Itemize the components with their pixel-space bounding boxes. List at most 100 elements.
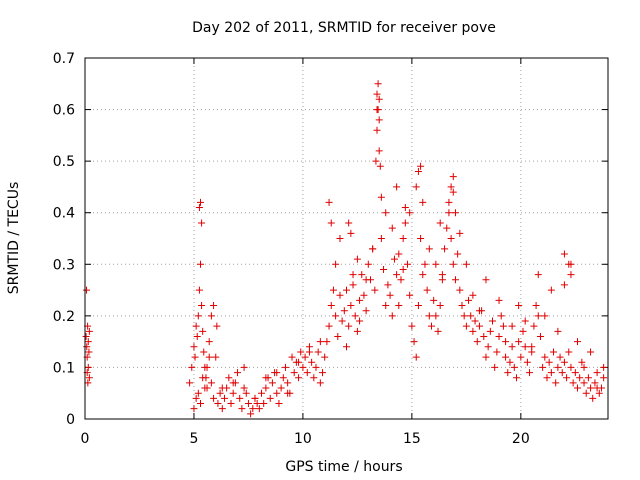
data-point	[201, 384, 209, 392]
data-point	[558, 369, 566, 377]
data-point	[205, 338, 213, 346]
data-point	[547, 369, 555, 377]
data-point	[573, 338, 581, 346]
data-point	[260, 400, 268, 408]
data-point	[82, 332, 90, 340]
data-point	[284, 379, 292, 387]
data-point	[565, 260, 573, 268]
data-point	[462, 322, 470, 330]
y-tick-label: 0.4	[53, 206, 75, 222]
data-point	[242, 389, 250, 397]
data-point	[521, 317, 529, 325]
data-point	[554, 363, 562, 371]
data-point	[475, 307, 483, 315]
data-point	[584, 374, 592, 382]
data-point	[186, 379, 194, 387]
data-point	[465, 296, 473, 304]
data-point	[258, 389, 266, 397]
data-point	[417, 162, 425, 170]
data-point	[196, 260, 204, 268]
data-point	[539, 363, 547, 371]
data-point	[427, 322, 435, 330]
data-point	[552, 379, 560, 387]
data-point	[593, 369, 601, 377]
data-point	[441, 245, 449, 253]
data-point	[408, 322, 416, 330]
data-point	[432, 312, 440, 320]
y-axis-label: SRMTID / TECUs	[6, 182, 22, 295]
data-point	[595, 389, 603, 397]
data-point	[425, 245, 433, 253]
data-point	[497, 312, 505, 320]
data-point	[325, 198, 333, 206]
data-point	[589, 394, 597, 402]
data-point	[210, 302, 218, 310]
data-point	[486, 327, 494, 335]
data-point	[84, 363, 92, 371]
data-point	[374, 106, 382, 114]
data-point	[410, 338, 418, 346]
data-point	[190, 343, 198, 351]
data-point	[401, 204, 409, 212]
data-point	[193, 332, 201, 340]
data-point	[345, 219, 353, 227]
data-point	[332, 312, 340, 320]
data-point	[85, 374, 93, 382]
y-tick-label: 0.5	[53, 154, 75, 170]
data-point	[371, 286, 379, 294]
data-point	[319, 369, 327, 377]
plot-frame	[84, 57, 609, 420]
data-point	[419, 271, 427, 279]
data-point	[338, 317, 346, 325]
y-tick-label: 0.2	[53, 309, 75, 325]
data-point	[213, 322, 221, 330]
data-point	[349, 271, 357, 279]
data-point	[192, 322, 200, 330]
data-point	[460, 312, 468, 320]
data-point	[587, 348, 595, 356]
data-point	[214, 400, 222, 408]
data-point	[489, 317, 497, 325]
data-point	[502, 353, 510, 361]
data-point	[445, 198, 453, 206]
data-point	[200, 348, 208, 356]
y-tick-label: 0.6	[53, 103, 75, 119]
data-point	[449, 173, 457, 181]
data-point	[83, 343, 91, 351]
data-point	[349, 281, 357, 289]
data-point	[362, 276, 370, 284]
data-point	[336, 291, 344, 299]
data-point	[380, 265, 388, 273]
data-point	[545, 358, 553, 366]
data-point	[227, 400, 235, 408]
data-point	[210, 394, 218, 402]
data-point	[471, 317, 479, 325]
data-point	[374, 80, 382, 88]
data-point	[571, 369, 579, 377]
data-point	[329, 286, 337, 294]
data-point	[449, 188, 457, 196]
data-point	[430, 296, 438, 304]
data-point	[484, 343, 492, 351]
data-point	[565, 348, 573, 356]
data-point	[397, 276, 405, 284]
data-point	[443, 224, 451, 232]
data-point	[207, 312, 215, 320]
data-point	[212, 353, 220, 361]
data-points	[82, 80, 608, 418]
data-point	[469, 327, 477, 335]
data-point	[462, 260, 470, 268]
axis-ticks	[84, 57, 608, 420]
data-point	[506, 358, 514, 366]
data-point	[345, 322, 353, 330]
y-tick-labels: 0 0.1 0.2 0.3 0.4 0.5 0.6 0.7	[53, 51, 75, 428]
data-point	[327, 302, 335, 310]
data-point	[334, 332, 342, 340]
data-point	[303, 369, 311, 377]
data-point	[528, 343, 536, 351]
data-point	[515, 302, 523, 310]
data-point	[199, 374, 207, 382]
data-point	[358, 271, 366, 279]
data-point	[369, 245, 377, 253]
data-point	[512, 374, 520, 382]
